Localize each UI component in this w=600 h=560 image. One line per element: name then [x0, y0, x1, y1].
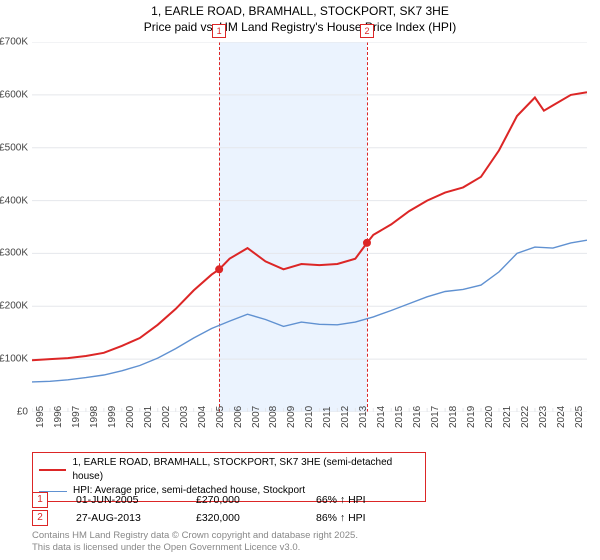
transaction-delta: 66% ↑ HPI: [316, 494, 408, 506]
transaction-dot: [215, 265, 223, 273]
footer-line-2: This data is licensed under the Open Gov…: [32, 542, 358, 554]
x-tick-label: 2003: [179, 406, 190, 428]
transaction-marker-box: 1: [32, 492, 48, 508]
x-tick-label: 2010: [304, 406, 315, 428]
plot-area: £0£100K£200K£300K£400K£500K£600K£700K 12…: [32, 42, 587, 412]
y-axis-labels: £0£100K£200K£300K£400K£500K£600K£700K: [0, 42, 30, 412]
y-tick-label: £300K: [0, 248, 28, 259]
x-tick-label: 2004: [197, 406, 208, 428]
transaction-marker-box: 2: [32, 510, 48, 526]
x-tick-label: 2002: [161, 406, 172, 428]
x-tick-label: 2007: [251, 406, 262, 428]
transaction-table: 1 01-JUN-2005 £270,000 66% ↑ HPI 2 27-AUG-201…: [32, 492, 408, 528]
x-tick-label: 2012: [340, 406, 351, 428]
x-tick-label: 2016: [412, 406, 423, 428]
transaction-delta: 86% ↑ HPI: [316, 512, 408, 524]
transaction-price: £320,000: [196, 512, 288, 524]
x-tick-label: 2017: [430, 406, 441, 428]
x-tick-label: 1995: [35, 406, 46, 428]
chart-container: 1, EARLE ROAD, BRAMHALL, STOCKPORT, SK7 …: [0, 0, 600, 560]
x-tick-label: 2022: [520, 406, 531, 428]
y-tick-label: £400K: [0, 195, 28, 206]
y-tick-label: £600K: [0, 89, 28, 100]
x-tick-label: 2009: [286, 406, 297, 428]
x-tick-label: 2018: [448, 406, 459, 428]
transaction-row: 1 01-JUN-2005 £270,000 66% ↑ HPI: [32, 492, 408, 508]
x-tick-label: 2005: [215, 406, 226, 428]
legend-item: 1, EARLE ROAD, BRAMHALL, STOCKPORT, SK7 …: [39, 456, 419, 484]
x-tick-label: 2006: [233, 406, 244, 428]
series-price_paid: [32, 92, 587, 360]
transaction-marker-tag: 1: [212, 24, 226, 38]
x-tick-label: 2000: [125, 406, 136, 428]
chart-title: 1, EARLE ROAD, BRAMHALL, STOCKPORT, SK7 …: [0, 0, 600, 35]
x-tick-label: 1996: [53, 406, 64, 428]
x-tick-label: 2025: [574, 406, 585, 428]
x-tick-label: 2021: [502, 406, 513, 428]
legend-swatch: [39, 469, 66, 471]
title-line-1: 1, EARLE ROAD, BRAMHALL, STOCKPORT, SK7 …: [0, 4, 600, 20]
y-tick-label: £700K: [0, 37, 28, 48]
x-tick-label: 1997: [71, 406, 82, 428]
title-line-2: Price paid vs. HM Land Registry's House …: [0, 20, 600, 36]
y-tick-label: £100K: [0, 354, 28, 365]
y-tick-label: £500K: [0, 142, 28, 153]
x-tick-label: 2013: [358, 406, 369, 428]
transaction-row: 2 27-AUG-2013 £320,000 86% ↑ HPI: [32, 510, 408, 526]
y-tick-label: £200K: [0, 301, 28, 312]
x-tick-label: 2001: [143, 406, 154, 428]
footer-line-1: Contains HM Land Registry data © Crown c…: [32, 530, 358, 542]
x-tick-label: 2008: [268, 406, 279, 428]
x-tick-label: 2019: [466, 406, 477, 428]
footer-attribution: Contains HM Land Registry data © Crown c…: [32, 530, 358, 554]
legend-label: 1, EARLE ROAD, BRAMHALL, STOCKPORT, SK7 …: [72, 456, 419, 484]
transaction-marker-tag: 2: [360, 24, 374, 38]
x-tick-label: 2011: [322, 406, 333, 428]
transaction-date: 01-JUN-2005: [76, 494, 168, 506]
x-tick-label: 2020: [484, 406, 495, 428]
chart-svg: [32, 42, 587, 412]
x-tick-label: 2015: [394, 406, 405, 428]
transaction-dot: [363, 239, 371, 247]
transaction-price: £270,000: [196, 494, 288, 506]
x-tick-label: 1998: [89, 406, 100, 428]
x-tick-label: 2024: [556, 406, 567, 428]
y-tick-label: £0: [17, 407, 28, 418]
x-tick-label: 1999: [107, 406, 118, 428]
x-tick-label: 2014: [376, 406, 387, 428]
series-hpi: [32, 240, 587, 382]
transaction-date: 27-AUG-2013: [76, 512, 168, 524]
x-tick-label: 2023: [538, 406, 549, 428]
